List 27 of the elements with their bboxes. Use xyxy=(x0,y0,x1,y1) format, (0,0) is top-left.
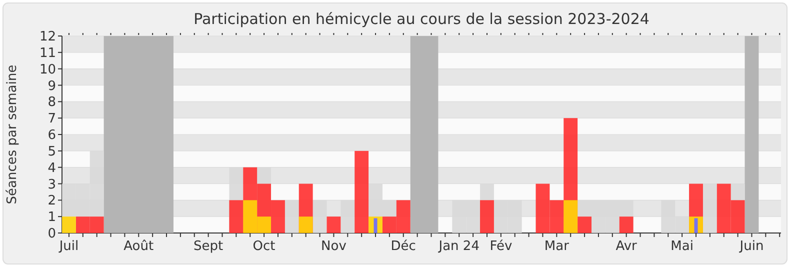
x-tick-label: Oct xyxy=(252,239,276,254)
x-tick-label: Juil xyxy=(58,239,79,254)
x-tick-label: Déc xyxy=(390,239,416,254)
y-tick-label: 2 xyxy=(48,194,56,209)
y-tick-label: 12 xyxy=(39,30,56,45)
x-tick-label: Nov xyxy=(321,239,347,254)
x-tick-label: Avr xyxy=(616,239,638,254)
y-tick-label: 8 xyxy=(48,95,56,110)
y-tick-label: 5 xyxy=(48,144,56,160)
y-tick-label: 3 xyxy=(48,177,56,192)
x-tick-label: Mai xyxy=(670,239,694,254)
y-tick-label: 11 xyxy=(39,46,56,61)
y-tick-label: 9 xyxy=(48,78,56,94)
x-tick-label: Jan 24 xyxy=(438,239,480,254)
y-tick-label: 4 xyxy=(48,160,56,176)
x-tick-label: Juin xyxy=(738,239,764,254)
y-tick-label: 0 xyxy=(48,226,56,242)
y-tick-label: 10 xyxy=(39,62,56,78)
x-tick-label: Août xyxy=(124,239,154,254)
y-tick-label: 1 xyxy=(48,210,56,226)
y-tick-label: 7 xyxy=(48,112,56,127)
y-tick-label: 6 xyxy=(48,128,56,144)
x-tick-label: Sept xyxy=(194,239,224,254)
chart-title: Participation en hémicycle au cours de la session 2023-2024 xyxy=(194,10,650,28)
x-tick-label: Mar xyxy=(544,239,570,254)
y-axis-title: Séances par semaine xyxy=(5,64,20,204)
x-tick-label: Fév xyxy=(490,239,512,254)
